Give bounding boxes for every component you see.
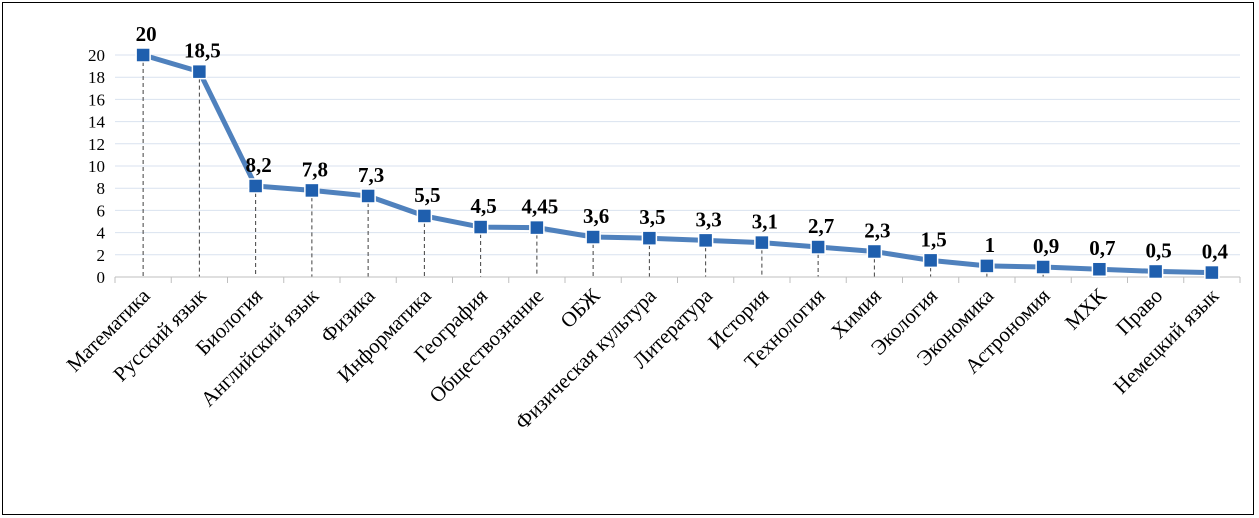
y-tick-label: 4 bbox=[97, 224, 106, 243]
data-label: 0,9 bbox=[1033, 234, 1059, 258]
category-label: МХК bbox=[1060, 283, 1112, 335]
data-point bbox=[641, 230, 658, 246]
y-tick-label: 16 bbox=[88, 90, 105, 109]
data-point bbox=[585, 229, 601, 245]
data-label: 4,45 bbox=[522, 195, 559, 219]
category-label: ОБЖ bbox=[555, 283, 604, 332]
data-label: 18,5 bbox=[184, 39, 221, 63]
data-label: 7,8 bbox=[302, 157, 328, 181]
y-tick-label: 8 bbox=[97, 179, 106, 198]
y-tick-label: 0 bbox=[97, 268, 106, 287]
data-label: 0,5 bbox=[1146, 238, 1172, 262]
data-line bbox=[140, 52, 1215, 276]
y-tick-label: 6 bbox=[97, 201, 106, 220]
data-label: 3,6 bbox=[583, 204, 609, 228]
data-point bbox=[1204, 264, 1220, 281]
data-point bbox=[922, 252, 939, 269]
data-label: 0,7 bbox=[1089, 236, 1115, 260]
y-tick-label: 12 bbox=[88, 135, 105, 154]
data-point bbox=[1091, 261, 1108, 277]
data-point bbox=[416, 208, 433, 224]
y-tick-label: 20 bbox=[88, 46, 105, 65]
data-point bbox=[697, 232, 714, 249]
data-point bbox=[472, 219, 489, 235]
data-labels: 20 18,5 8,2 7,8 7,3 5,5 4,5 4,45 3,6 3,5 3,3 3,1 2,7… bbox=[136, 22, 1229, 264]
data-point bbox=[810, 239, 826, 255]
data-point bbox=[304, 182, 320, 199]
data-label: 2,3 bbox=[864, 218, 890, 242]
data-point bbox=[754, 234, 770, 251]
y-tick-label: 18 bbox=[88, 68, 105, 87]
data-point bbox=[360, 188, 376, 204]
data-label: 0,4 bbox=[1202, 240, 1229, 264]
x-axis bbox=[114, 276, 1241, 283]
gridlines bbox=[115, 54, 1240, 256]
series-markers bbox=[135, 47, 1220, 281]
data-label: 3,3 bbox=[696, 207, 722, 231]
data-point bbox=[1147, 263, 1164, 280]
series-line bbox=[140, 52, 1215, 276]
data-point bbox=[135, 47, 151, 63]
data-point bbox=[866, 243, 883, 260]
data-label: 5,5 bbox=[414, 183, 440, 207]
data-point bbox=[247, 178, 264, 194]
data-label: 20 bbox=[136, 22, 157, 46]
data-point bbox=[979, 258, 995, 274]
data-label: 1,5 bbox=[921, 227, 947, 251]
data-label: 4,5 bbox=[471, 194, 497, 218]
data-point bbox=[529, 219, 545, 236]
y-tick-label: 14 bbox=[88, 113, 106, 132]
data-label: 3,1 bbox=[752, 210, 778, 234]
data-point bbox=[191, 63, 208, 80]
data-label: 7,3 bbox=[358, 163, 384, 187]
data-label: 8,2 bbox=[246, 153, 272, 177]
y-tick-label: 10 bbox=[88, 157, 105, 176]
y-tick-label: 2 bbox=[97, 246, 106, 265]
data-label: 2,7 bbox=[808, 214, 834, 238]
data-point bbox=[1035, 259, 1051, 275]
data-label: 3,5 bbox=[639, 205, 665, 229]
data-label: 1 bbox=[985, 233, 996, 257]
y-axis-ticks: 0 2 4 6 8 10 12 14 16 18 20 bbox=[88, 46, 106, 287]
